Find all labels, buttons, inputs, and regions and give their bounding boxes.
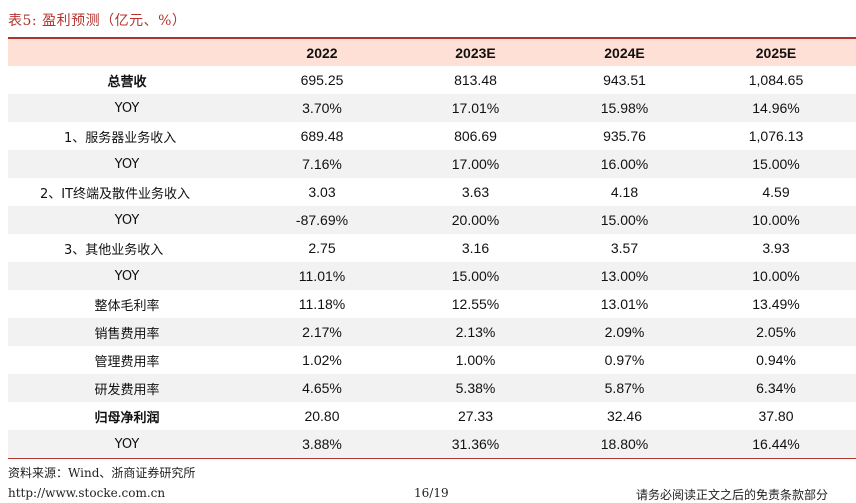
row-value: 15.00% — [752, 156, 800, 172]
table-row: 管理费用率 1.02% 1.00% 0.97% 0.94% — [8, 346, 856, 374]
row-label: YOY — [114, 436, 140, 452]
row-label: YOY — [114, 268, 140, 284]
row-value: 4.18 — [610, 184, 639, 200]
row-value: 3.93 — [762, 240, 790, 256]
footer-url[interactable]: http://www.stocke.com.cn — [8, 486, 166, 500]
row-label: 管理费用率 — [94, 354, 160, 370]
table-bottom-rule — [8, 458, 856, 459]
row-value: 11.18% — [298, 296, 346, 312]
row-value: 13.00% — [600, 268, 649, 284]
row-value: 813.48 — [454, 72, 497, 88]
table-top-rule — [8, 37, 856, 39]
row-label: 总营收 — [107, 74, 147, 90]
table-row: YOY 7.16% 17.00% 16.00% 15.00% — [8, 150, 856, 178]
table-row: YOY 3.88% 31.36% 18.80% 16.44% — [8, 430, 856, 458]
header-cell-2025e: 2025E — [755, 44, 797, 61]
row-value: 1.02% — [302, 352, 342, 368]
table-row: 2、IT终端及散件业务收入 3.03 3.63 4.18 4.59 — [8, 178, 856, 206]
row-label: 归母净利润 — [94, 410, 160, 426]
row-value: 1,084.65 — [748, 72, 804, 88]
row-value: 37.80 — [758, 408, 794, 424]
row-value: 10.00% — [752, 268, 800, 284]
table-row: 1、服务器业务收入 689.48 806.69 935.76 1,076.13 — [8, 122, 856, 150]
table-row: 总营收 695.25 813.48 943.51 1,084.65 — [8, 66, 856, 94]
row-value: 32.46 — [606, 408, 643, 424]
table-title: 表5: 盈利预测（亿元、%） — [8, 13, 187, 29]
forecast-table: 2022 2023E 2024E 2025E 总营收 695.25 813.48 94… — [8, 37, 856, 459]
row-value: 2.05% — [756, 324, 796, 340]
table-row: YOY 3.70% 17.01% 15.98% 14.96% — [8, 94, 856, 122]
table-row: 整体毛利率 11.18% 12.55% 13.01% 13.49% — [8, 290, 856, 318]
row-value: 2.09% — [604, 324, 645, 340]
row-value: 5.38% — [455, 380, 496, 396]
row-value: 2.13% — [455, 324, 496, 340]
row-value: 935.76 — [603, 128, 646, 144]
row-value: 1,076.13 — [748, 128, 804, 144]
row-value: 943.51 — [603, 72, 646, 88]
row-value: 18.80% — [600, 436, 649, 452]
row-label: YOY — [114, 212, 140, 228]
table-row: YOY -87.69% 20.00% 15.00% 10.00% — [8, 206, 856, 234]
table-row: 归母净利润 20.80 27.33 32.46 37.80 — [8, 402, 856, 430]
source-note: 资料来源：Wind、浙商证券研究所 — [8, 466, 196, 480]
row-value: 3.70% — [302, 100, 342, 116]
row-value: 31.36% — [451, 436, 500, 452]
row-value: 13.49% — [752, 296, 800, 312]
row-value: 15.00% — [451, 268, 500, 284]
row-value: 12.55% — [451, 296, 500, 312]
header-cell-2022: 2022 — [306, 44, 338, 61]
row-value: 5.87% — [604, 380, 645, 396]
row-value: 7.16% — [302, 156, 342, 172]
row-label: 1、服务器业务收入 — [64, 130, 177, 146]
row-label: YOY — [114, 156, 140, 172]
table-row: 3、其他业务收入 2.75 3.16 3.57 3.93 — [8, 234, 856, 262]
row-value: 4.59 — [762, 184, 790, 200]
row-value: 16.44% — [752, 436, 800, 452]
row-value: 3.16 — [461, 240, 490, 256]
row-value: 4.65% — [302, 380, 342, 396]
row-value: 20.80 — [304, 408, 340, 424]
row-value: 16.00% — [600, 156, 649, 172]
row-value: 15.98% — [600, 100, 649, 116]
row-value: 0.97% — [604, 352, 645, 368]
row-value: 10.00% — [752, 212, 800, 228]
row-label: 销售费用率 — [94, 326, 160, 342]
row-value: 11.01% — [298, 268, 346, 284]
row-value: 695.25 — [300, 72, 344, 88]
row-value: 13.01% — [600, 296, 649, 312]
footer-page-number: 16/19 — [414, 486, 449, 500]
row-value: 2.17% — [302, 324, 342, 340]
row-value: 20.00% — [451, 212, 500, 228]
row-label: 整体毛利率 — [94, 298, 160, 314]
table-row: YOY 11.01% 15.00% 13.00% 10.00% — [8, 262, 856, 290]
row-label: 研发费用率 — [94, 382, 160, 398]
row-value: 3.88% — [302, 436, 342, 452]
header-cell-2024e: 2024E — [604, 44, 645, 61]
row-value: 17.00% — [451, 156, 500, 172]
table-body: 总营收 695.25 813.48 943.51 1,084.65 YOY 3.70% 17.… — [8, 66, 856, 458]
row-value: 806.69 — [454, 128, 497, 144]
row-value: 15.00% — [600, 212, 649, 228]
row-value: 17.01% — [451, 100, 500, 116]
row-value: 3.63 — [461, 184, 490, 200]
row-label: 2、IT终端及散件业务收入 — [40, 186, 191, 202]
row-label: YOY — [114, 100, 140, 116]
row-value: 0.94% — [756, 352, 796, 368]
row-value: 1.00% — [455, 352, 496, 368]
row-value: 3.03 — [308, 184, 336, 200]
row-value: 3.57 — [610, 240, 639, 256]
row-value: 27.33 — [457, 408, 494, 424]
table-row: 研发费用率 4.65% 5.38% 5.87% 6.34% — [8, 374, 856, 402]
row-value: 14.96% — [752, 100, 800, 116]
row-value: 689.48 — [300, 128, 344, 144]
row-label: 3、其他业务收入 — [64, 242, 164, 258]
footer-disclaimer: 请务必阅读正文之后的免责条款部分 — [636, 488, 829, 502]
header-cell-2023e: 2023E — [455, 44, 496, 61]
row-value: -87.69% — [295, 212, 349, 228]
row-value: 2.75 — [308, 240, 336, 256]
row-value: 6.34% — [756, 380, 796, 396]
table-row: 销售费用率 2.17% 2.13% 2.09% 2.05% — [8, 318, 856, 346]
table-header: 2022 2023E 2024E 2025E — [8, 39, 856, 66]
